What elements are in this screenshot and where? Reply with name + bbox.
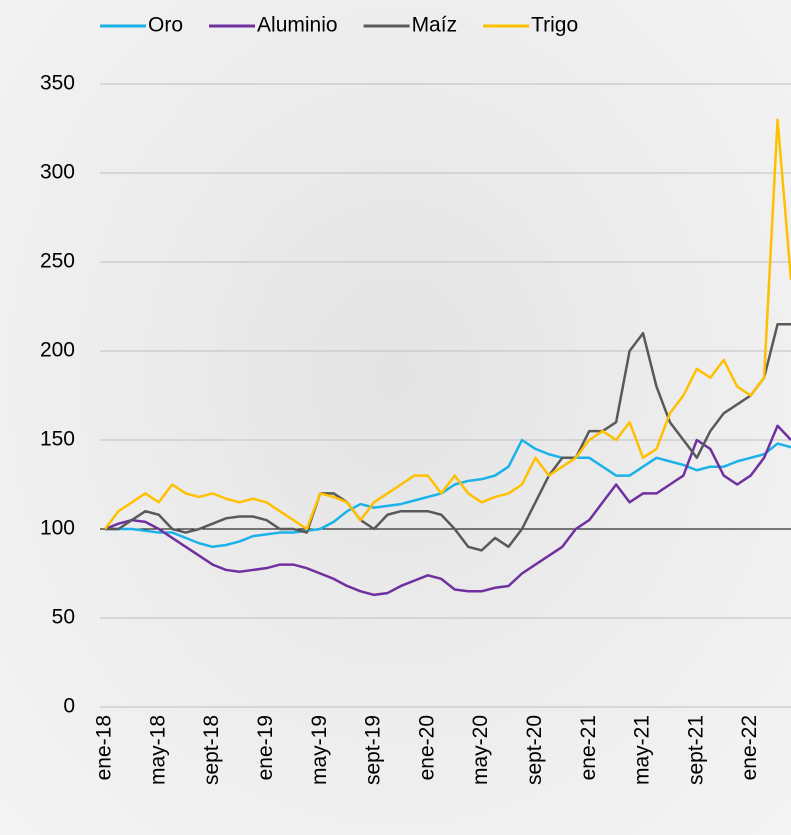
x-tick-label: sept-18 — [200, 715, 223, 785]
y-tick-label: 250 — [40, 250, 75, 273]
legend-label: Aluminio — [257, 14, 338, 37]
x-tick-label: sept-19 — [362, 715, 385, 785]
y-tick-label: 0 — [63, 695, 75, 718]
x-tick-label: ene-22 — [738, 715, 761, 780]
x-tick-label: ene-19 — [254, 715, 277, 780]
y-tick-label: 200 — [40, 339, 75, 362]
series-line — [105, 323, 791, 552]
x-tick-label: sept-20 — [523, 715, 546, 785]
x-tick-label: may-21 — [631, 715, 654, 785]
y-tick-label: 50 — [52, 606, 75, 629]
series-line — [105, 438, 791, 549]
y-tick-label: 150 — [40, 428, 75, 451]
y-tick-label: 100 — [40, 517, 75, 540]
legend-label: Maíz — [412, 14, 458, 37]
legend-label: Oro — [148, 14, 183, 37]
x-tick-label: ene-21 — [577, 715, 600, 780]
x-tick-label: ene-18 — [93, 715, 116, 780]
x-tick-label: may-19 — [308, 715, 331, 785]
x-tick-label: ene-20 — [415, 715, 438, 780]
series-line — [104, 424, 791, 597]
x-tick-label: may-20 — [469, 715, 492, 785]
legend-label: Trigo — [531, 14, 578, 37]
y-tick-label: 350 — [40, 72, 75, 95]
x-tick-label: may-18 — [146, 715, 169, 785]
series-line — [104, 118, 791, 531]
x-tick-label: sept-21 — [684, 715, 707, 785]
y-tick-label: 300 — [40, 161, 75, 184]
